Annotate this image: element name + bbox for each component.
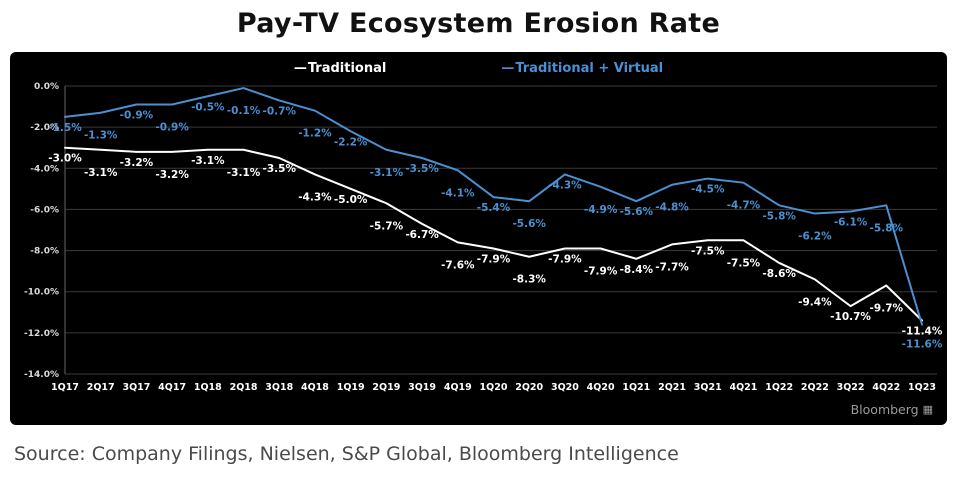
svg-text:-6.7%: -6.7%	[405, 229, 439, 241]
svg-text:0.0%: 0.0%	[34, 82, 59, 92]
svg-text:4Q17: 4Q17	[158, 382, 186, 393]
svg-text:2Q19: 2Q19	[372, 382, 400, 393]
svg-text:-8.0%: -8.0%	[30, 247, 59, 257]
svg-text:-5.6%: -5.6%	[620, 206, 654, 218]
svg-text:-8.3%: -8.3%	[512, 274, 546, 286]
svg-text:-4.3%: -4.3%	[548, 179, 582, 191]
chart-panel: 0.0% -2.0% -4.0% -6.0% -8.0% -10.0% -12.0% -14.…	[10, 52, 947, 425]
svg-text:-7.9%: -7.9%	[477, 254, 511, 266]
svg-text:3Q22: 3Q22	[837, 382, 865, 393]
erosion-rate-line-chart: 0.0% -2.0% -4.0% -6.0% -8.0% -10.0% -12.0% -14.…	[10, 52, 947, 425]
svg-text:-5.4%: -5.4%	[477, 202, 511, 214]
svg-text:-6.1%: -6.1%	[834, 216, 868, 228]
svg-text:-7.7%: -7.7%	[655, 261, 689, 273]
legend-item-traditional: — Traditional	[294, 61, 386, 77]
bloomberg-logo: Bloomberg ▦	[851, 402, 933, 417]
svg-text:-9.7%: -9.7%	[870, 303, 904, 315]
bloomberg-logo-text: Bloomberg	[850, 402, 919, 417]
svg-text:-11.6%: -11.6%	[902, 339, 943, 351]
svg-text:-4.1%: -4.1%	[441, 187, 475, 199]
svg-text:-1.5%: -1.5%	[48, 122, 82, 134]
svg-text:3Q19: 3Q19	[408, 382, 436, 393]
svg-text:3Q18: 3Q18	[265, 382, 293, 393]
svg-text:-4.0%: -4.0%	[30, 164, 59, 174]
svg-text:2Q22: 2Q22	[801, 382, 829, 393]
svg-text:-3.1%: -3.1%	[227, 167, 261, 179]
svg-text:1Q19: 1Q19	[337, 382, 365, 393]
svg-text:3Q20: 3Q20	[551, 382, 579, 393]
svg-text:-10.0%: -10.0%	[24, 288, 59, 298]
svg-text:1Q17: 1Q17	[51, 382, 79, 393]
svg-text:-3.1%: -3.1%	[370, 167, 404, 179]
svg-text:3Q17: 3Q17	[122, 382, 150, 393]
svg-text:-3.1%: -3.1%	[191, 155, 225, 167]
svg-text:-3.5%: -3.5%	[263, 163, 297, 175]
svg-text:3Q21: 3Q21	[694, 382, 722, 393]
svg-text:-8.4%: -8.4%	[620, 264, 654, 276]
svg-text:-8.6%: -8.6%	[762, 268, 796, 280]
chart-title: Pay-TV Ecosystem Erosion Rate	[236, 8, 721, 39]
svg-text:-5.6%: -5.6%	[512, 218, 546, 230]
legend-item-traditional-virtual: — Traditional + Virtual	[501, 61, 663, 77]
svg-text:-5.7%: -5.7%	[370, 220, 404, 232]
svg-text:4Q18: 4Q18	[301, 382, 329, 393]
svg-text:-3.1%: -3.1%	[84, 167, 118, 179]
svg-text:-7.9%: -7.9%	[584, 266, 618, 278]
svg-text:-7.9%: -7.9%	[548, 254, 582, 266]
svg-text:-14.0%: -14.0%	[24, 370, 59, 380]
svg-text:-6.2%: -6.2%	[798, 231, 832, 243]
svg-text:-1.2%: -1.2%	[298, 128, 332, 140]
svg-text:1Q23: 1Q23	[908, 382, 936, 393]
legend-dash-traditional: —	[293, 61, 307, 76]
svg-text:-6.0%: -6.0%	[30, 205, 59, 215]
svg-text:2Q18: 2Q18	[230, 382, 258, 393]
svg-text:-11.4%: -11.4%	[902, 326, 943, 338]
svg-text:2Q20: 2Q20	[515, 382, 543, 393]
svg-text:-12.0%: -12.0%	[24, 329, 59, 339]
svg-text:-5.8%: -5.8%	[870, 222, 904, 234]
svg-text:-4.5%: -4.5%	[691, 184, 725, 196]
svg-text:4Q21: 4Q21	[730, 382, 758, 393]
svg-text:4Q22: 4Q22	[872, 382, 900, 393]
svg-text:-2.0%: -2.0%	[30, 123, 59, 133]
svg-text:-3.2%: -3.2%	[155, 169, 189, 181]
svg-text:-7.5%: -7.5%	[691, 245, 725, 257]
svg-text:-9.4%: -9.4%	[798, 296, 832, 308]
svg-text:-0.7%: -0.7%	[263, 105, 297, 117]
bloomberg-logo-icon: ▦	[922, 403, 933, 416]
svg-text:-4.3%: -4.3%	[298, 191, 332, 203]
svg-text:-7.6%: -7.6%	[441, 259, 475, 271]
svg-text:4Q20: 4Q20	[587, 382, 615, 393]
svg-text:-5.8%: -5.8%	[762, 210, 796, 222]
svg-text:-3.5%: -3.5%	[405, 163, 439, 175]
source-caption: Source: Company Filings, Nielsen, S&P Gl…	[14, 443, 679, 465]
svg-text:-3.2%: -3.2%	[120, 157, 154, 169]
legend-label-traditional: Traditional	[307, 61, 387, 76]
chart-legend: — Traditional — Traditional + Virtual	[10, 61, 947, 77]
svg-text:-7.5%: -7.5%	[727, 257, 761, 269]
svg-text:-4.8%: -4.8%	[655, 202, 689, 214]
svg-text:4Q19: 4Q19	[444, 382, 472, 393]
svg-text:-2.2%: -2.2%	[334, 136, 368, 148]
svg-text:1Q22: 1Q22	[765, 382, 793, 393]
svg-text:-5.0%: -5.0%	[334, 194, 368, 206]
svg-text:-4.7%: -4.7%	[727, 200, 761, 212]
svg-text:-4.9%: -4.9%	[584, 204, 618, 216]
svg-text:1Q20: 1Q20	[480, 382, 508, 393]
svg-text:-0.9%: -0.9%	[120, 110, 154, 122]
svg-text:-3.0%: -3.0%	[48, 153, 82, 165]
svg-text:-1.3%: -1.3%	[84, 130, 118, 142]
svg-text:2Q17: 2Q17	[87, 382, 115, 393]
legend-label-traditional-virtual: Traditional + Virtual	[515, 61, 664, 76]
chart-svg: 0.0% -2.0% -4.0% -6.0% -8.0% -10.0% -12.0% -14.…	[24, 82, 943, 393]
svg-text:-0.9%: -0.9%	[155, 122, 189, 134]
legend-dash-traditional-virtual: —	[501, 61, 515, 76]
svg-text:-10.7%: -10.7%	[830, 311, 871, 323]
svg-text:-0.5%: -0.5%	[191, 101, 225, 113]
svg-text:1Q18: 1Q18	[194, 382, 222, 393]
svg-text:1Q21: 1Q21	[622, 382, 650, 393]
svg-text:2Q21: 2Q21	[658, 382, 686, 393]
svg-text:-0.1%: -0.1%	[227, 105, 261, 117]
